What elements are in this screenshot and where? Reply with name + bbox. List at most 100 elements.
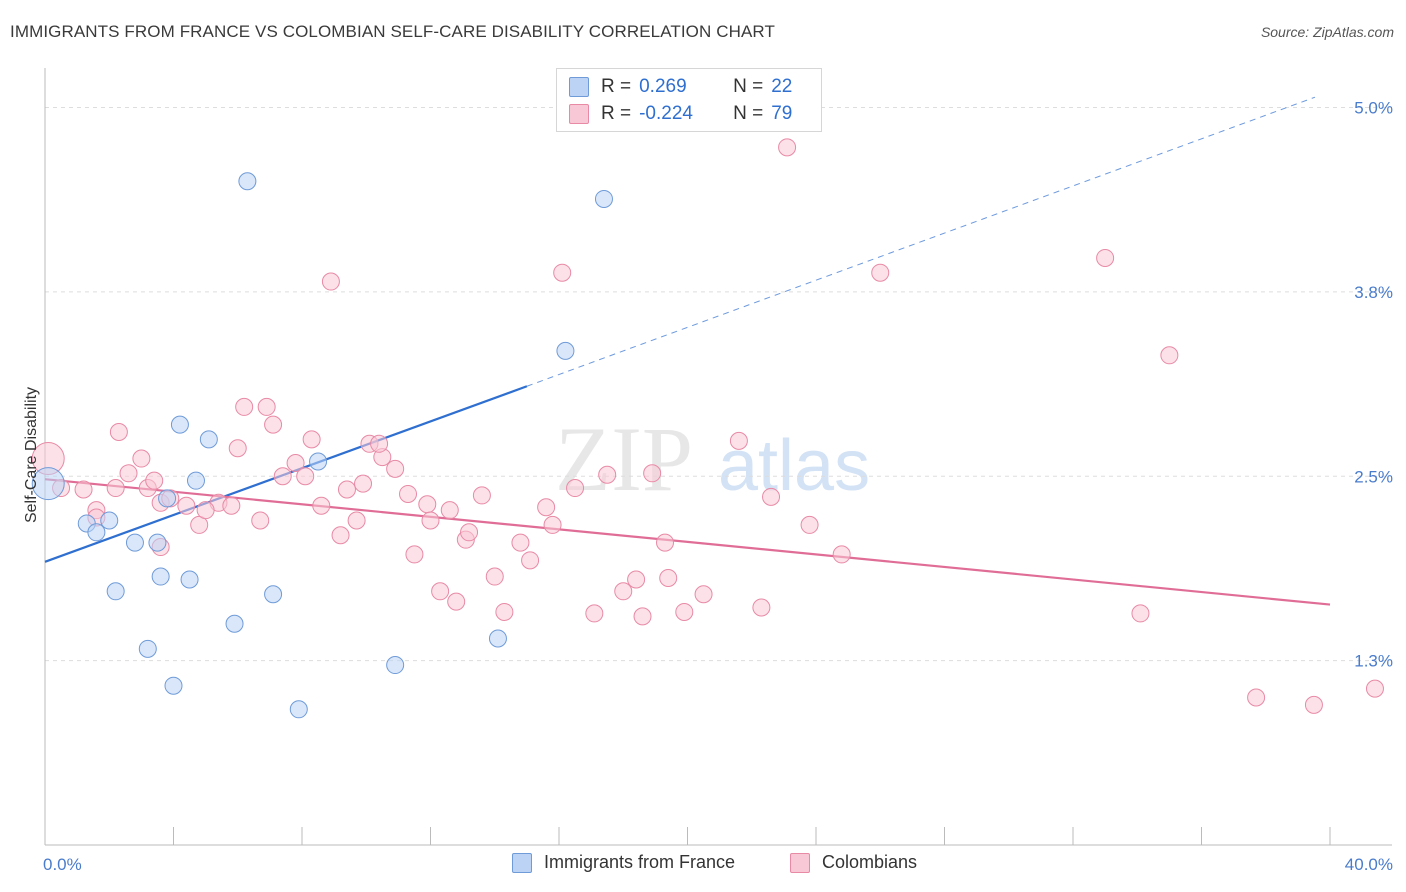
colombians-point: [331, 526, 350, 545]
colombians-point: [598, 465, 617, 484]
colombians-point: [585, 604, 604, 623]
france-point: [151, 567, 170, 586]
france-point: [87, 523, 106, 542]
france-point: [309, 452, 328, 471]
colombians-point: [418, 495, 437, 514]
tick-labels: 1.3% 2.5% 3.8% 5.0% 0.0% 40.0%: [43, 99, 1393, 875]
legend-r-label: R =: [601, 103, 632, 124]
colombians-point: [196, 501, 215, 520]
legend-row-france: R = 0.269 N = 22: [569, 75, 792, 99]
colombians-point: [627, 570, 646, 589]
france-point: [199, 430, 218, 449]
colombians-point: [347, 511, 366, 530]
gridlines: [45, 107, 1392, 662]
colombians-point: [1131, 604, 1150, 623]
colombians-point: [762, 487, 781, 506]
france-point: [386, 656, 405, 675]
france-point: [164, 676, 183, 695]
colombians-point: [405, 545, 424, 564]
colombians-point: [521, 551, 540, 570]
colombians-point: [296, 467, 315, 486]
x-tick-label: 40.0%: [1345, 855, 1393, 874]
france-point: [125, 533, 144, 552]
colombians-point: [643, 464, 662, 483]
colombians-point: [495, 602, 514, 621]
colombians-point: [74, 480, 93, 499]
colombians-point: [543, 515, 562, 534]
y-axis-label: Self-Care Disability: [23, 387, 40, 523]
france-point: [106, 582, 125, 601]
data-points: [31, 138, 1384, 719]
france-point: [170, 415, 189, 434]
colombians-point: [472, 486, 491, 505]
source-credit: Source: ZipAtlas.com: [1260, 24, 1394, 40]
y-tick-label: 5.0%: [1354, 99, 1393, 118]
colombians-point: [235, 397, 254, 416]
colombians-point: [177, 496, 196, 515]
colombians-point: [485, 567, 504, 586]
france-point: [225, 614, 244, 633]
colombians-point: [694, 585, 713, 604]
colombians-point: [222, 496, 241, 515]
legend-swatch-france: [569, 77, 589, 97]
colombians-point: [132, 449, 151, 468]
france-point: [264, 585, 283, 604]
colombians-point: [511, 533, 530, 552]
colombians-point: [566, 479, 585, 498]
legend-n-label: N =: [733, 76, 764, 97]
series-swatch-france: [512, 852, 532, 873]
colombians-point: [729, 431, 748, 450]
colombians-point: [832, 545, 851, 564]
france-point: [180, 570, 199, 589]
colombians-point: [675, 602, 694, 621]
france-point: [289, 700, 308, 719]
france-point: [238, 172, 257, 191]
france-point: [100, 511, 119, 530]
trend-lines: [44, 96, 1331, 606]
colombians-point: [302, 430, 321, 449]
correlation-legend: R = 0.269 N = 22 R = -0.224 N = 79: [556, 68, 822, 132]
colombians-point: [633, 607, 652, 626]
colombians-point: [286, 453, 305, 472]
colombians-point: [370, 434, 389, 453]
colombians-point: [537, 498, 556, 517]
colombians-point: [656, 533, 675, 552]
france-point: [594, 189, 613, 208]
series-legend-colombians[interactable]: Colombians: [790, 852, 917, 873]
france-point: [148, 533, 167, 552]
colombians-point: [312, 496, 331, 515]
y-tick-label: 1.3%: [1354, 652, 1393, 671]
series-legend-france[interactable]: Immigrants from France: [512, 852, 735, 873]
y-tick-label: 2.5%: [1354, 467, 1393, 486]
colombians-point: [106, 479, 125, 498]
france-point: [138, 639, 157, 658]
france-point: [556, 341, 575, 360]
series-swatch-colombians: [790, 852, 810, 873]
colombians-point: [431, 582, 450, 601]
colombians-point: [257, 397, 276, 416]
legend-row-colombians: R = -0.224 N = 79: [569, 102, 792, 126]
colombians-point: [447, 592, 466, 611]
legend-swatch-colombians: [569, 104, 589, 124]
france-point: [158, 489, 177, 508]
colombians-point: [119, 464, 138, 483]
colombians-point: [1160, 346, 1179, 365]
legend-n-value-colombians: 79: [771, 103, 793, 124]
colombians-point: [800, 515, 819, 534]
legend-n-label: N =: [733, 103, 764, 124]
series-label-france: Immigrants from France: [544, 852, 736, 872]
colombians-point: [273, 467, 292, 486]
colombians-point: [337, 480, 356, 499]
france-point: [488, 629, 507, 648]
colombians-point: [145, 471, 164, 490]
colombians-point: [264, 415, 283, 434]
legend-n-value-france: 22: [771, 76, 793, 97]
colombians-point: [1247, 688, 1266, 707]
colombians-point: [228, 439, 247, 458]
colombians-point: [614, 582, 633, 601]
y-tick-label: 3.8%: [1354, 283, 1393, 302]
colombians-point: [251, 511, 270, 530]
colombians-point: [778, 138, 797, 157]
colombians-point: [553, 263, 572, 282]
